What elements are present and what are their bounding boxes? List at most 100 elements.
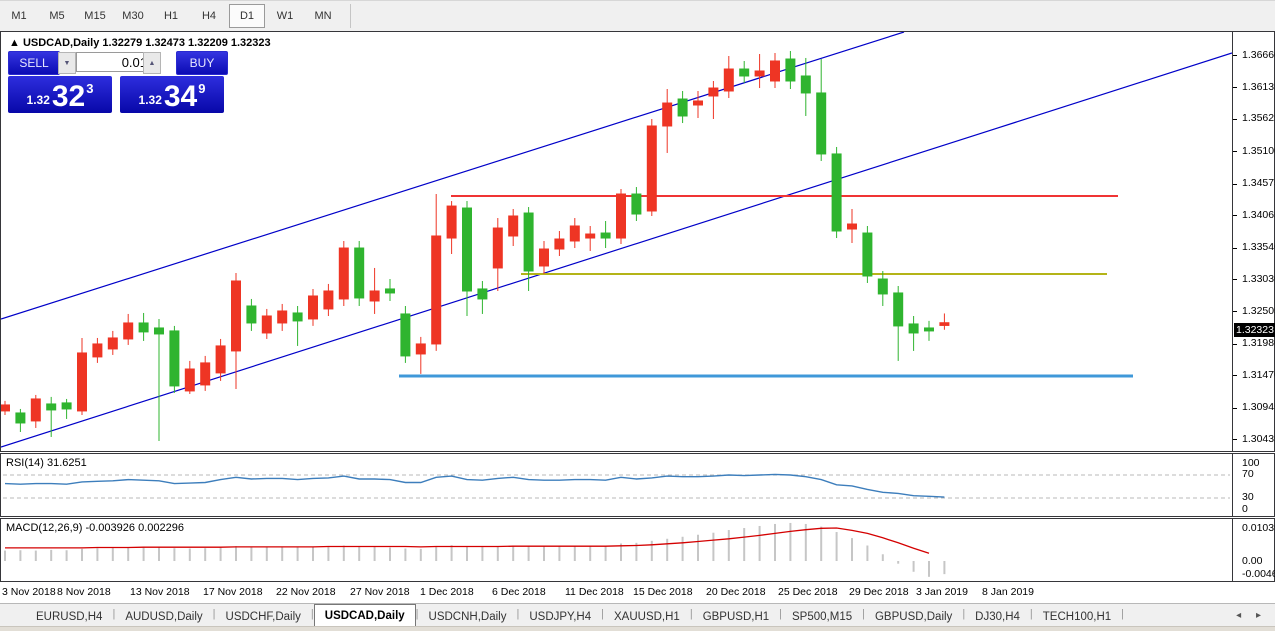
candle-body xyxy=(554,238,565,250)
tab-separator: | xyxy=(1121,608,1125,620)
macd-histogram-bar xyxy=(666,538,669,561)
timeframe-button-m30[interactable]: M30 xyxy=(122,10,144,22)
macd-histogram-bar xyxy=(543,546,545,561)
candle-body xyxy=(246,305,257,324)
tab-scroll-arrows[interactable]: ◂ ▸ xyxy=(1236,609,1267,621)
macd-histogram-bar xyxy=(373,546,376,561)
sell-price-quote[interactable]: 1.32 32 3 xyxy=(8,76,112,113)
candle xyxy=(184,360,195,394)
candle-body xyxy=(785,58,796,82)
chart-tab-eurusd[interactable]: EURUSD,H4 xyxy=(36,610,103,623)
candle xyxy=(123,313,134,345)
candle-body xyxy=(215,345,226,374)
macd-histogram-bar xyxy=(620,543,622,561)
rsi-axis-label: 0 xyxy=(1242,503,1248,515)
candle-body xyxy=(677,98,688,117)
macd-histogram-bar xyxy=(758,525,761,561)
volume-input[interactable] xyxy=(76,52,152,72)
chart-tab-tech100[interactable]: TECH100,H1 xyxy=(1042,610,1112,623)
candle xyxy=(400,305,411,363)
macd-histogram-bar xyxy=(127,547,130,561)
buy-price-big-digits: 34 xyxy=(163,80,198,113)
candle xyxy=(462,201,472,316)
chart-tab-usdchf[interactable]: USDCHF,Daily xyxy=(225,610,301,623)
timeframe-button-m1[interactable]: M1 xyxy=(11,10,27,22)
candle-body xyxy=(30,398,41,422)
macd-histogram-bar xyxy=(111,547,114,561)
rsi-axis-divider xyxy=(1232,454,1233,516)
tab-separator: | xyxy=(112,608,116,620)
bottom-strip xyxy=(0,626,1275,631)
timeframe-toolbar: M1 M5 M15 M30 H1 H4 D1 W1 MN xyxy=(0,0,1275,32)
timeframe-button-h1[interactable]: H1 xyxy=(163,10,179,22)
timeframe-button-d1[interactable]: D1 xyxy=(229,4,265,28)
chart-tab-sp500[interactable]: SP500,M15 xyxy=(792,610,853,623)
timeframe-button-h4[interactable]: H4 xyxy=(201,10,217,22)
macd-histogram-bar xyxy=(327,546,330,561)
chart-tab-dj30[interactable]: DJ30,H4 xyxy=(975,610,1020,623)
buy-price-quote[interactable]: 1.32 34 9 xyxy=(120,76,224,113)
chart-tab-xauusd[interactable]: XAUUSD,H1 xyxy=(614,610,680,623)
chart-tab-gbpusd[interactable]: GBPUSD,Daily xyxy=(874,610,953,623)
buy-button[interactable]: BUY xyxy=(176,51,228,75)
macd-histogram-bar xyxy=(404,548,407,561)
chart-tab-usdcnh[interactable]: USDCNH,Daily xyxy=(428,610,507,623)
macd-histogram-bar xyxy=(219,546,222,561)
price-axis-label: 1.32505 xyxy=(1242,304,1275,317)
candle-body xyxy=(816,92,827,155)
volume-decrease-button[interactable]: ▼ xyxy=(58,52,76,74)
macd-histogram-bar xyxy=(789,522,792,561)
timeframe-button-mn[interactable]: MN xyxy=(314,10,332,22)
chart-tab-usdjpy[interactable]: USDJPY,H4 xyxy=(529,610,592,623)
candle-body xyxy=(492,227,503,269)
tab-separator: | xyxy=(862,608,865,620)
macd-axis-label: 0.010397 xyxy=(1242,522,1275,534)
macd-histogram-bar xyxy=(635,542,638,561)
date-axis-label: 8 Jan 2019 xyxy=(982,586,1034,598)
price-axis-label: 1.31470 xyxy=(1242,368,1275,381)
candle xyxy=(554,230,565,256)
candle xyxy=(77,337,87,415)
chart-tab-usdcad[interactable]: USDCAD,Daily xyxy=(313,604,416,626)
chart-tab-gbpusd[interactable]: GBPUSD,H1 xyxy=(702,610,770,623)
candle xyxy=(708,80,719,120)
price-axis-label: 1.35100 xyxy=(1242,144,1275,157)
rsi-axis-label: 30 xyxy=(1242,491,1254,503)
price-axis-label: 1.35625 xyxy=(1242,112,1275,125)
candle xyxy=(924,320,934,341)
macd-histogram-bar xyxy=(604,545,607,561)
chart-tab-audusd[interactable]: AUDUSD,Daily xyxy=(125,610,203,623)
date-axis-label: 1 Dec 2018 xyxy=(420,586,474,598)
macd-histogram-bar xyxy=(466,546,468,561)
volume-increase-button[interactable]: ▲ xyxy=(143,52,161,74)
rsi-plot xyxy=(3,473,1230,499)
date-axis-label: 13 Nov 2018 xyxy=(130,586,190,598)
tab-separator: | xyxy=(962,608,966,620)
candlestick-chart xyxy=(1,32,1232,448)
macd-histogram-bar xyxy=(389,547,391,561)
candle xyxy=(893,285,904,361)
candle-body xyxy=(431,235,442,345)
timeframe-button-w1[interactable]: W1 xyxy=(276,10,294,22)
macd-axis-divider xyxy=(1232,519,1233,581)
timeframe-button-m5[interactable]: M5 xyxy=(49,10,65,22)
candle xyxy=(1,400,10,415)
macd-histogram-bar xyxy=(820,526,823,561)
candle-body xyxy=(739,68,750,77)
rsi-line xyxy=(4,473,945,498)
price-axis-tick xyxy=(1233,118,1237,120)
candle xyxy=(939,313,950,330)
macd-histogram-bar xyxy=(727,530,730,561)
candle xyxy=(338,240,349,306)
candle-body xyxy=(154,327,164,335)
macd-histogram-bar xyxy=(481,546,484,561)
candle xyxy=(862,225,873,283)
timeframe-button-m15[interactable]: M15 xyxy=(84,10,106,22)
macd-histogram-bar xyxy=(573,546,576,561)
sell-button[interactable]: SELL xyxy=(8,51,60,75)
candle-body xyxy=(369,290,380,302)
collapse-chart-icon[interactable]: ▲ xyxy=(9,37,20,49)
candle xyxy=(616,189,626,245)
rsi-indicator-panel: 100 70 30 0 RSI(14) 31.6251 xyxy=(0,453,1275,517)
candle xyxy=(107,330,118,355)
